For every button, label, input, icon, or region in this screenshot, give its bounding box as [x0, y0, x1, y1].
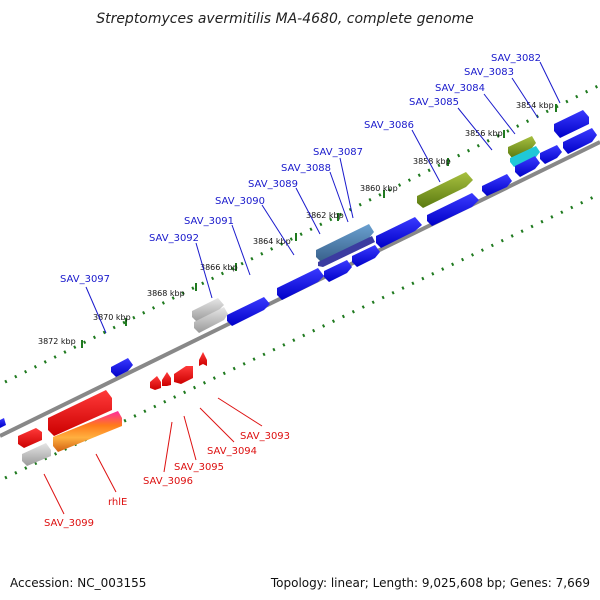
tick-label-3856: 3856 kbp	[465, 129, 503, 138]
gene-label-sav-3095[interactable]: SAV_3095	[174, 462, 224, 473]
gene-label-sav-3089[interactable]: SAV_3089	[248, 179, 298, 190]
gene-sav-3089[interactable]	[352, 245, 380, 267]
map-title: Streptomyces avermitilis MA-4680, comple…	[96, 11, 474, 27]
top-leader-lines	[85, 61, 561, 334]
gene-sav-3094[interactable]	[174, 366, 193, 384]
tick-label-3872: 3872 kbp	[38, 337, 76, 346]
gene-label-rhle[interactable]: rhlE	[108, 497, 127, 508]
gene-label-sav-3097[interactable]: SAV_3097	[60, 274, 110, 285]
gene-left-edge[interactable]	[0, 418, 6, 428]
gene-label-sav-3082[interactable]: SAV_3082	[491, 53, 541, 64]
gene-label-sav-3091[interactable]: SAV_3091	[184, 216, 234, 227]
gene-label-sav-3084[interactable]: SAV_3084	[435, 83, 485, 94]
tick-label-3862: 3862 kbp	[306, 211, 344, 220]
gene-label-sav-3090[interactable]: SAV_3090	[215, 196, 265, 207]
gene-rhle[interactable]	[48, 390, 112, 436]
gene-label-sav-3086[interactable]: SAV_3086	[364, 120, 414, 131]
gene-rhle-b[interactable]	[53, 411, 122, 452]
gene-sav-3092c[interactable]	[194, 307, 228, 333]
gene-sav-3084b[interactable]	[510, 146, 540, 167]
gene-sav-3085[interactable]	[515, 156, 540, 177]
gene-label-sav-3093[interactable]: SAV_3093	[240, 431, 290, 442]
gene-sav-3095[interactable]	[162, 372, 171, 386]
gene-sav-3086c[interactable]	[427, 193, 479, 226]
gene-sav-3088b[interactable]	[318, 236, 375, 267]
tick-label-3854: 3854 kbp	[516, 101, 554, 110]
upper-ruler	[4, 83, 600, 384]
tick-label-3860: 3860 kbp	[360, 184, 398, 193]
gene-label-sav-3088[interactable]: SAV_3088	[281, 163, 331, 174]
gene-label-sav-3092[interactable]: SAV_3092	[149, 233, 199, 244]
gene-sav-3092[interactable]	[227, 297, 270, 326]
gene-label-sav-3087[interactable]: SAV_3087	[313, 147, 363, 158]
gene-label-sav-3099[interactable]: SAV_3099	[44, 518, 94, 529]
gene-sav-3093[interactable]	[199, 352, 207, 366]
tick-label-3866: 3866 kbp	[200, 263, 238, 272]
gene-sav-3091[interactable]	[277, 268, 324, 300]
gene-label-sav-3094[interactable]: SAV_3094	[207, 446, 257, 457]
gene-sav-3090[interactable]	[324, 260, 352, 282]
gene-sav-3086b[interactable]	[417, 172, 473, 208]
bottom-leader-lines	[43, 397, 263, 515]
gene-sav-3097[interactable]	[111, 358, 133, 377]
gene-sav-3084[interactable]	[508, 136, 536, 158]
gene-sav-3082b[interactable]	[563, 128, 597, 154]
tick-label-3864: 3864 kbp	[253, 237, 291, 246]
gene-label-sav-3085[interactable]: SAV_3085	[409, 97, 459, 108]
gene-sav-3099[interactable]	[18, 428, 42, 448]
gene-sav-3096[interactable]	[150, 376, 161, 390]
gene-sav-3086[interactable]	[482, 174, 512, 196]
genome-summary-text: Topology: linear; Length: 9,025,608 bp; …	[270, 576, 590, 590]
tick-label-3868: 3868 kbp	[147, 289, 185, 298]
gene-sav-3082[interactable]	[554, 110, 589, 138]
gene-sav-3083[interactable]	[540, 145, 562, 164]
reverse-genes	[18, 352, 207, 466]
forward-genes	[0, 110, 597, 428]
gene-sav-3099b[interactable]	[22, 443, 51, 466]
tick-label-3858: 3858 kbp	[413, 157, 451, 166]
tick-label-3870: 3870 kbp	[93, 313, 131, 322]
gene-label-sav-3096[interactable]: SAV_3096	[143, 476, 193, 487]
tick-marks	[81, 104, 557, 348]
accession-text: Accession: NC_003155	[10, 576, 147, 590]
gene-sav-3088[interactable]	[316, 224, 374, 262]
gene-label-sav-3083[interactable]: SAV_3083	[464, 67, 514, 78]
gene-sav-3087[interactable]	[376, 217, 422, 248]
gene-sav-3092b[interactable]	[192, 298, 224, 322]
